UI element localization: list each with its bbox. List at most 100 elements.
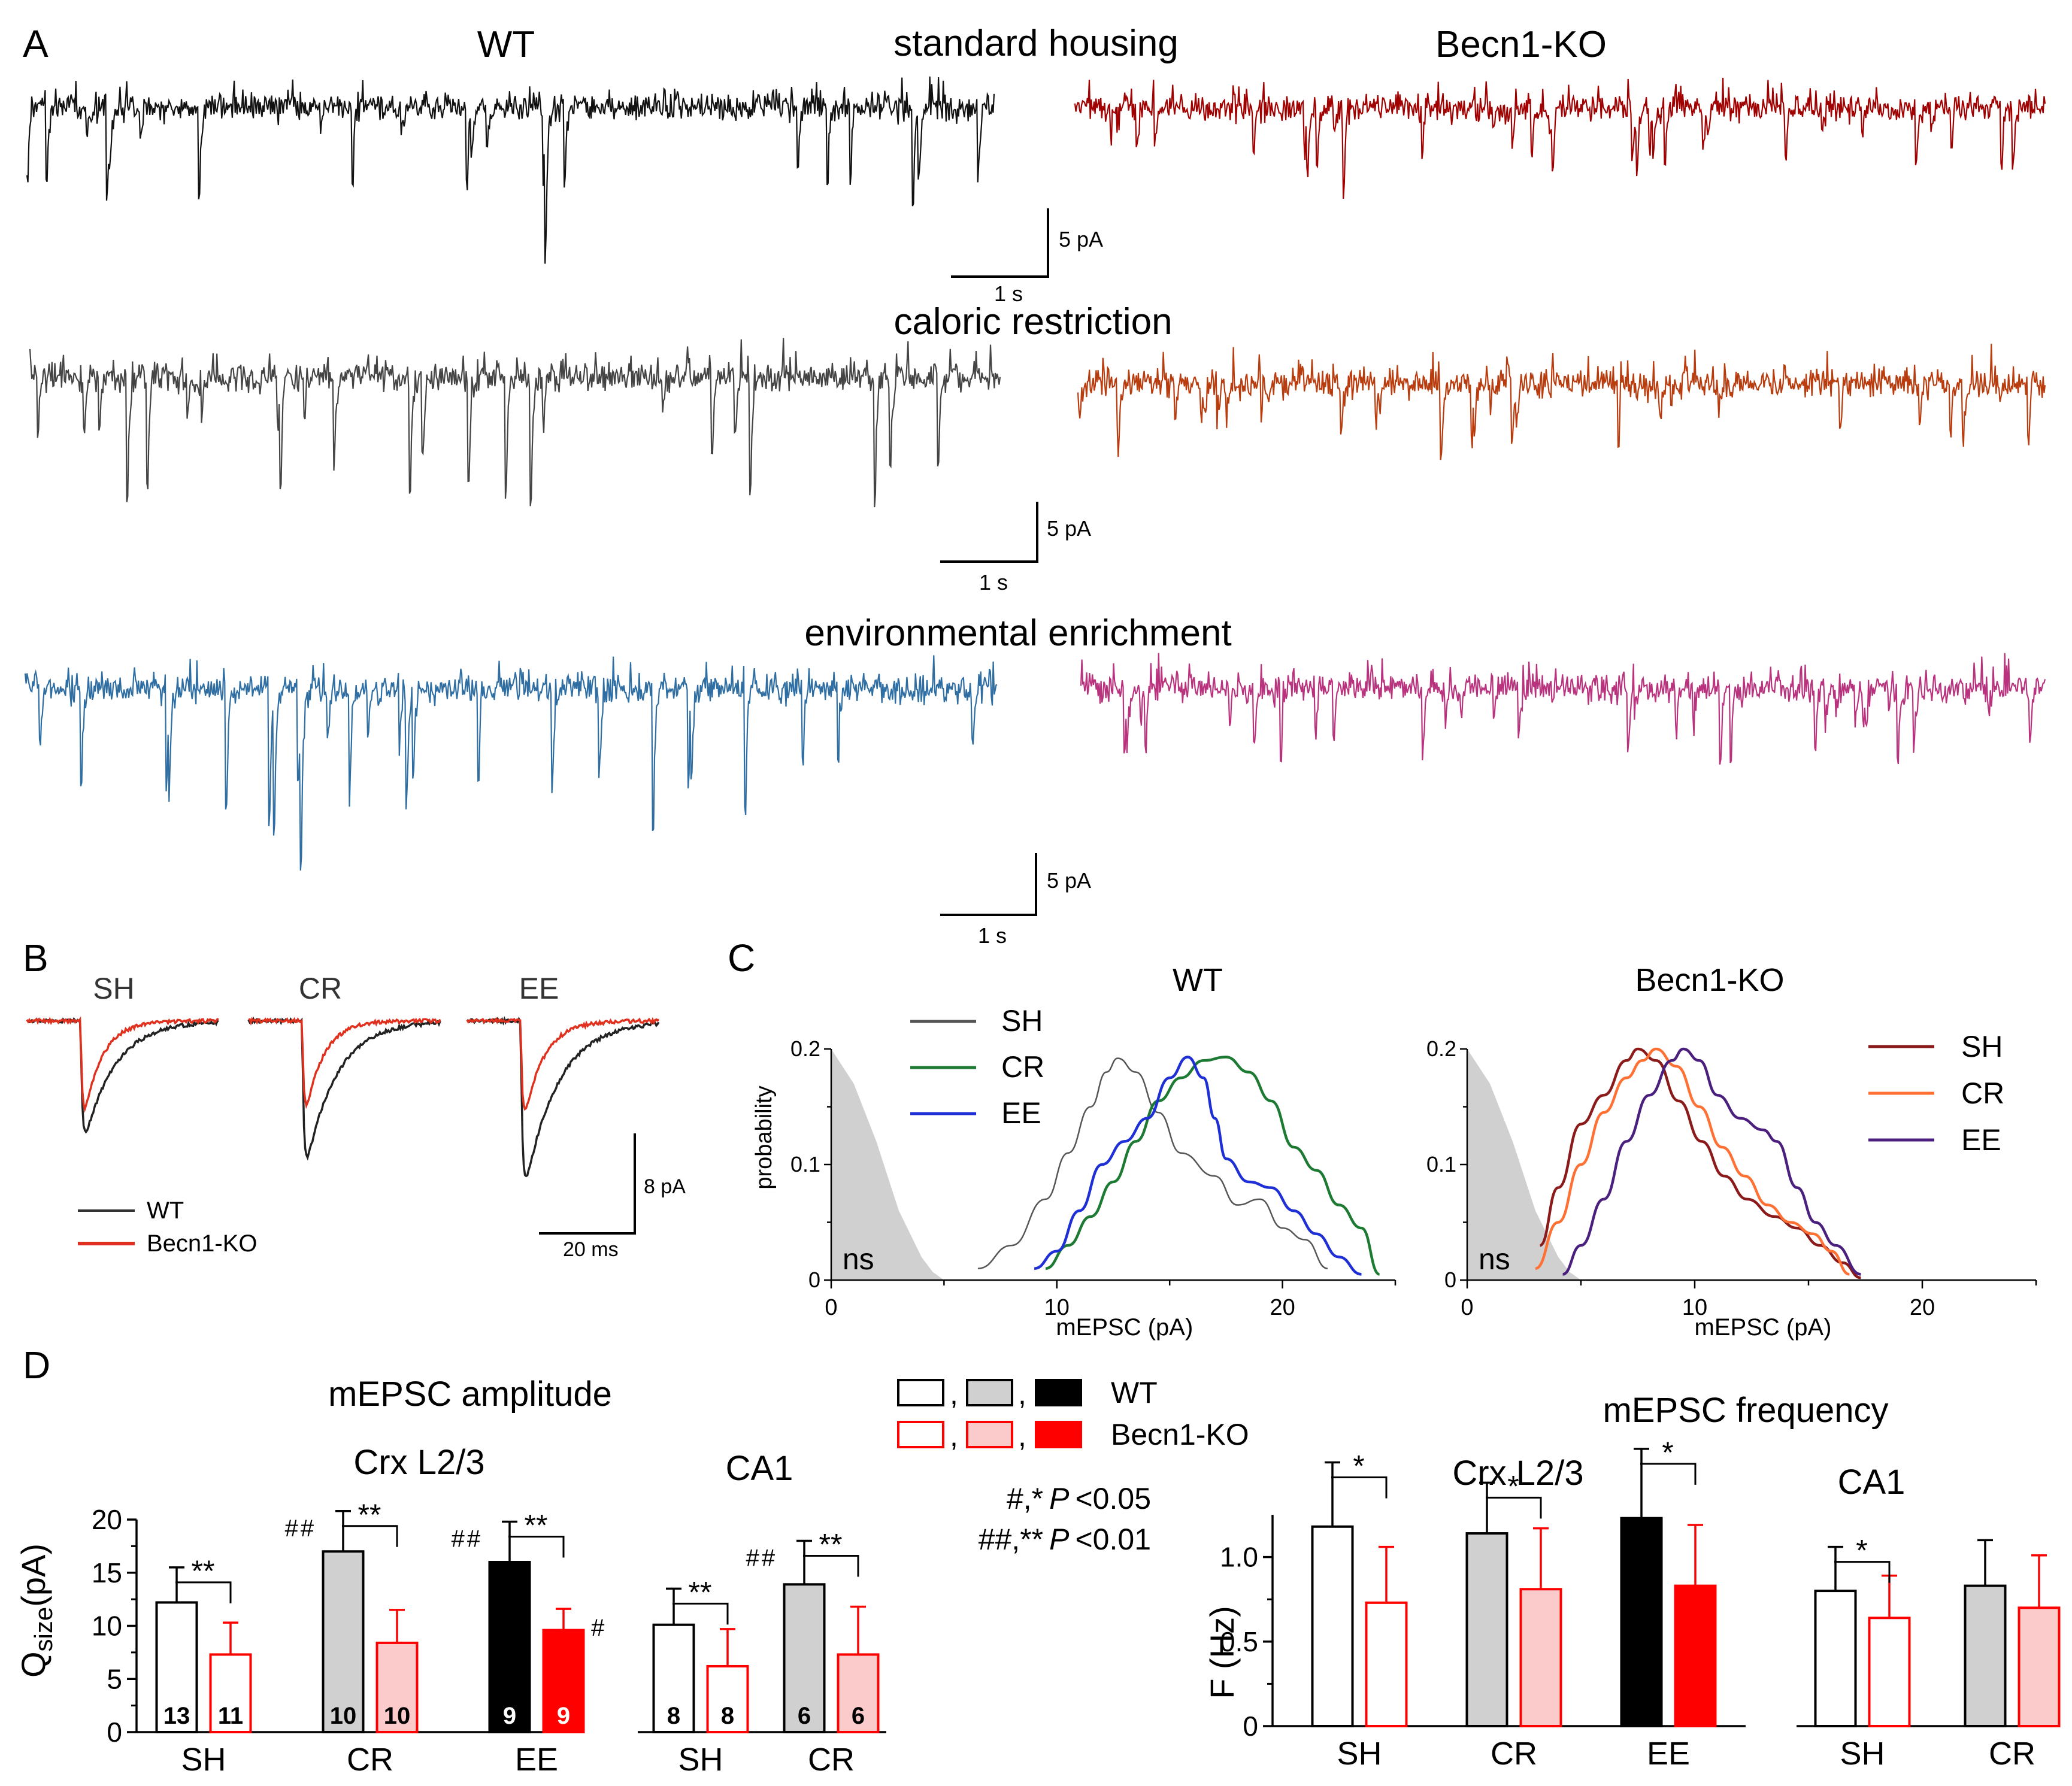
legend-ko-cr: CR	[1961, 1077, 2004, 1110]
sig-legend-001-p: P	[1049, 1523, 1070, 1556]
row-title-environmental-enrichment: environmental enrichment	[804, 612, 1231, 654]
bar-wt-sh	[652, 1623, 695, 1734]
x-axis-label: mEPSC (pA)	[1695, 1314, 1832, 1341]
legend-comma-2: ,	[1018, 1377, 1026, 1411]
panel-d-letter: D	[23, 1344, 50, 1387]
sig-legend-001: ##,** P <0.01	[979, 1523, 1151, 1556]
legend-ko-pink	[966, 1421, 1013, 1448]
y-tick-label: 0.1	[1426, 1152, 1456, 1176]
y-tick-label: 0	[1444, 1268, 1456, 1292]
group-label: SH	[678, 1742, 723, 1778]
freq-crx-title: Crx L2/3	[1452, 1454, 1583, 1493]
panel-c-legend-ko: SH CR EE	[1868, 1030, 2004, 1157]
scale-bar-cr-y: 5 pA	[1047, 516, 1091, 541]
trace-ko-sh	[1074, 77, 2046, 199]
series-line-sh	[977, 1057, 1328, 1269]
y-tick-label: 15	[92, 1557, 122, 1588]
sig-star: **	[192, 1554, 215, 1588]
panel-b-letter: B	[23, 936, 49, 980]
bar-chart-freq-ca1: * SH CR	[1797, 1534, 2061, 1772]
ns-region	[1467, 1049, 1581, 1280]
amp-ylabel-size: size	[29, 1607, 57, 1652]
bar-wt-sh	[1814, 1590, 1857, 1728]
amp-ylabel-q: Q	[14, 1651, 52, 1678]
sig-star: *	[1507, 1469, 1519, 1503]
sig-star: *	[1353, 1449, 1364, 1482]
freq-title: mEPSC frequency	[1603, 1391, 1888, 1430]
n-label-ko: 8	[721, 1703, 734, 1729]
panel-b-label-cr: CR	[299, 972, 342, 1005]
legend-comma-1: ,	[950, 1377, 958, 1411]
legend-ko-sh: SH	[1961, 1030, 2003, 1063]
legend-b-wt: WT	[147, 1197, 184, 1224]
panel-c-legend-wt: SH CR EE	[910, 1004, 1044, 1130]
trace-wt-cr	[29, 338, 1001, 508]
y-tick-label: 0.5	[1220, 1626, 1258, 1657]
scale-bar-sh: 5 pA 1 s	[951, 208, 1103, 306]
sig-legend-005: #,* P <0.05	[1007, 1482, 1151, 1515]
sig-bracket	[508, 1536, 565, 1558]
y-tick-label: 1.0	[1220, 1542, 1258, 1573]
legend-wt-white	[897, 1379, 944, 1406]
y-tick-label: 10	[92, 1611, 122, 1642]
legend-ko-ee: EE	[1961, 1123, 2001, 1157]
sig-legend-001-sym: ##,**	[979, 1523, 1043, 1556]
sig-bracket	[1486, 1496, 1542, 1519]
sig-star: **	[689, 1575, 712, 1609]
y-tick-label: 0	[107, 1717, 122, 1748]
scale-bar-b: 8 pA 20 ms	[539, 1133, 686, 1261]
n-label-wt: 9	[503, 1703, 516, 1729]
legend-comma-4: ,	[1018, 1419, 1026, 1453]
x-tick-label: 20	[1270, 1295, 1295, 1320]
avg-trace-ko-ee	[466, 1017, 660, 1111]
series-line-cr	[1535, 1047, 1850, 1276]
n-label-ko: 6	[852, 1703, 865, 1729]
panel-c-ylabel: probability	[752, 1085, 777, 1189]
bar-ko-ee	[1674, 1584, 1717, 1727]
sig-legend-005-val: <0.05	[1075, 1482, 1151, 1515]
panel-c-title-ko: Becn1-KO	[1635, 962, 1784, 998]
legend-b-ko: Becn1-KO	[147, 1230, 258, 1257]
group-label: CR	[347, 1742, 393, 1778]
amp-ylabel: Qsize(pA)	[14, 1544, 57, 1678]
n-label-wt: 13	[163, 1703, 190, 1729]
scale-bar-ee: 5 pA 1 s	[940, 853, 1091, 948]
sig-star: **	[358, 1498, 381, 1532]
amp-title: mEPSC amplitude	[328, 1375, 612, 1414]
group-label: CR	[1491, 1736, 1537, 1772]
n-label-wt: 8	[667, 1703, 680, 1729]
scale-bar-ee-x: 1 s	[978, 923, 1007, 948]
group-label: SH	[1840, 1736, 1885, 1772]
panel-b-label-ee: EE	[519, 972, 559, 1005]
bar-ko-cr	[1519, 1588, 1562, 1728]
scale-bar-sh-x: 1 s	[994, 281, 1023, 306]
column-title-ko: Becn1-KO	[1435, 24, 1607, 65]
scale-bar-sh-y: 5 pA	[1059, 227, 1103, 251]
panel-a: A WT Becn1-KO standard housing caloric r…	[23, 22, 2046, 948]
panel-c-title-wt: WT	[1173, 962, 1223, 998]
sig-star: **	[819, 1528, 843, 1561]
panel-b-legend: WT Becn1-KO	[78, 1197, 258, 1257]
bar-chart-amp-ca1: 8 8 ** SH 6 6 ** ## CR	[638, 1528, 886, 1778]
amp-crx-title: Crx L2/3	[353, 1443, 484, 1482]
sig-star: *	[1662, 1436, 1673, 1469]
ns-region	[831, 1049, 944, 1280]
x-tick-label: 10	[1682, 1295, 1707, 1320]
legend-comma-3: ,	[950, 1419, 958, 1453]
sig-legend-005-sym: #,*	[1007, 1482, 1043, 1515]
scale-bar-ee-y: 5 pA	[1047, 868, 1091, 893]
sig-star: *	[1856, 1534, 1867, 1567]
bar-wt-cr	[1964, 1584, 2007, 1727]
avg-trace-wt-sh	[26, 1017, 219, 1134]
sig-bracket	[803, 1555, 859, 1577]
bar-ko-cr	[2018, 1606, 2061, 1728]
panel-c-letter: C	[728, 936, 755, 980]
avg-trace-wt-cr	[247, 1016, 441, 1161]
legend-wt-sh: SH	[1001, 1004, 1043, 1038]
panel-c: C WT Becn1-KO probability ns0 10 2000.10.2…	[728, 936, 2037, 1341]
y-tick-label: 0	[1243, 1711, 1258, 1742]
scale-bar-b-x: 20 ms	[563, 1238, 619, 1261]
trace-wt-sh	[26, 76, 995, 264]
